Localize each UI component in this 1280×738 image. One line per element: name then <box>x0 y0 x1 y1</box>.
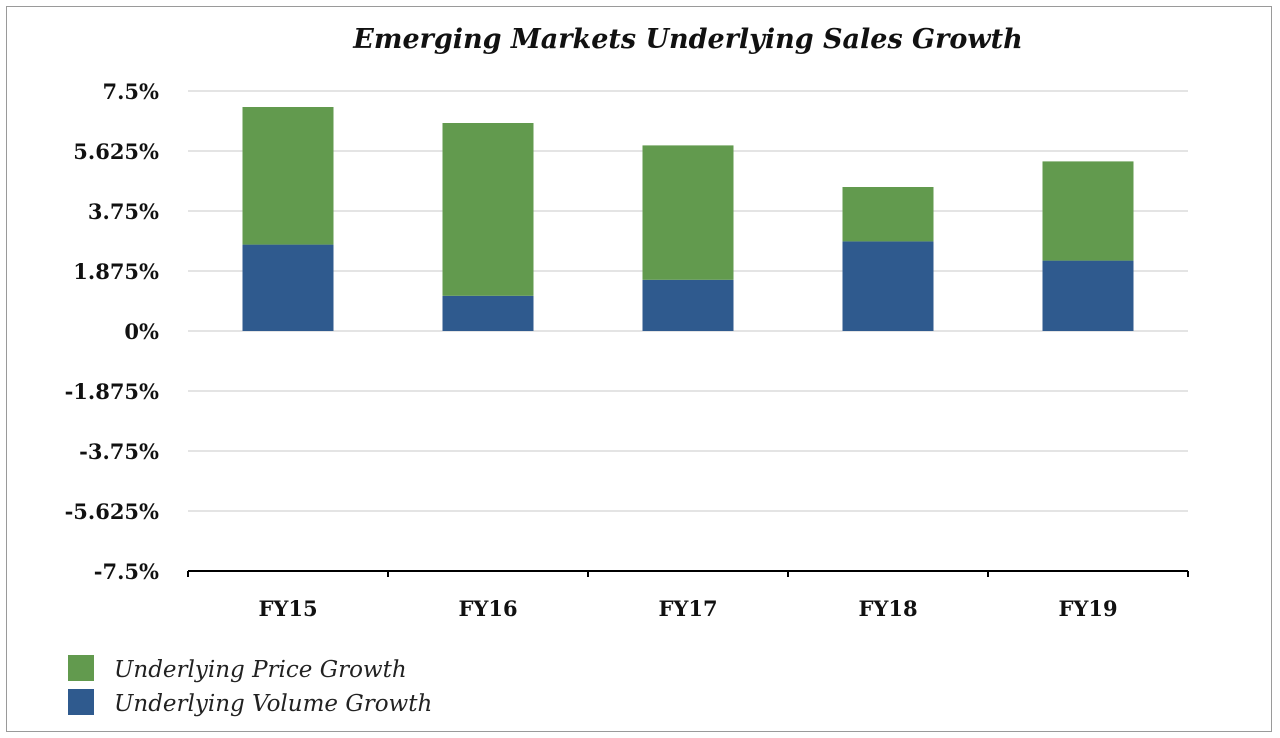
x-tick-label: FY15 <box>258 596 317 621</box>
legend-swatch <box>68 689 94 715</box>
y-axis-tick-labels: 7.5% 5.625% 3.75% 1.875% 0% -1.875% -3.75% -5.6… <box>65 79 159 584</box>
legend-swatch <box>68 655 94 681</box>
x-tick-label: FY18 <box>858 596 917 621</box>
bar-fy19-volume <box>1042 260 1134 331</box>
bar-fy16-price <box>442 123 534 296</box>
x-axis <box>187 570 1189 577</box>
bar-fy17-price <box>642 145 734 280</box>
bar-fy19-price <box>1042 161 1134 261</box>
y-tick-label: -3.75% <box>79 439 159 464</box>
y-tick-label: 3.75% <box>88 199 159 224</box>
chart-title: Emerging Markets Underlying Sales Growth <box>352 24 1022 55</box>
y-tick-label: -1.875% <box>65 379 159 404</box>
legend-label: Underlying Volume Growth <box>114 691 432 717</box>
chart-frame: Emerging Markets Underlying Sales Growth… <box>6 6 1272 732</box>
y-tick-label: -5.625% <box>65 499 159 524</box>
y-tick-label: -7.5% <box>94 559 159 584</box>
x-tick-label: FY17 <box>658 596 717 621</box>
y-tick-label: 5.625% <box>73 139 159 164</box>
chart: Emerging Markets Underlying Sales Growth… <box>65 24 1189 717</box>
bar-fy15-price <box>242 107 334 245</box>
legend: Underlying Price Growth Underlying Volume… <box>68 655 432 717</box>
bar-fy18-price <box>842 187 934 242</box>
bar-fy16-volume <box>442 295 534 331</box>
bar-fy17-volume <box>642 279 734 331</box>
y-tick-label: 7.5% <box>103 79 160 104</box>
x-axis-tick-labels: FY15 FY16 FY17 FY18 FY19 <box>258 596 1117 621</box>
y-tick-label: 0% <box>124 319 159 344</box>
legend-label: Underlying Price Growth <box>114 657 407 683</box>
bar-fy18-volume <box>842 241 934 331</box>
bar-fy15-volume <box>242 244 334 331</box>
y-tick-label: 1.875% <box>73 259 159 284</box>
bars <box>242 107 1134 331</box>
x-tick-label: FY19 <box>1058 596 1117 621</box>
x-tick-label: FY16 <box>458 596 517 621</box>
